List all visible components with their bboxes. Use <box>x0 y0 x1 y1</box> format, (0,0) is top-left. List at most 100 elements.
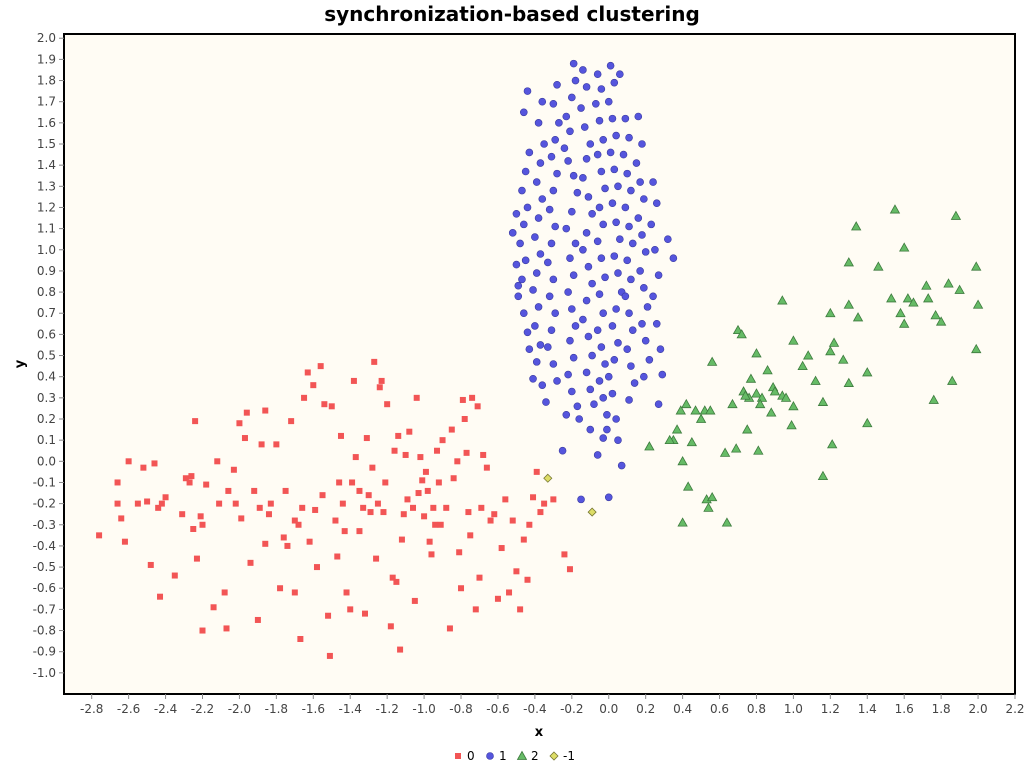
legend-item: -1 <box>549 749 575 763</box>
data-point <box>582 368 591 377</box>
data-point <box>533 468 540 475</box>
y-tick-label: -0.4 <box>33 539 56 553</box>
data-point <box>238 515 245 522</box>
data-point <box>151 460 158 467</box>
x-tick-label: 1.2 <box>821 702 840 716</box>
data-point <box>428 551 435 558</box>
data-point <box>214 458 221 465</box>
y-tick-label: 1.3 <box>37 179 56 193</box>
data-point <box>603 425 611 434</box>
x-tick-label: 0.2 <box>636 702 655 716</box>
data-point <box>902 293 914 303</box>
data-point <box>459 396 466 403</box>
data-point <box>810 375 821 385</box>
data-point <box>435 479 442 486</box>
legend-item: 0 <box>455 749 475 763</box>
data-point <box>640 195 648 203</box>
data-point <box>566 254 574 263</box>
x-tick-label: -2.2 <box>191 702 214 716</box>
x-tick-label: 1.0 <box>784 702 803 716</box>
data-point <box>529 286 537 294</box>
x-tick-label: -0.6 <box>486 702 509 716</box>
data-point <box>705 405 716 415</box>
data-point <box>487 517 494 524</box>
data-point <box>520 220 528 229</box>
legend-label: 2 <box>531 749 539 763</box>
data-point <box>603 410 611 419</box>
data-point <box>456 549 463 556</box>
data-point <box>610 78 619 87</box>
x-tick-label: -1.0 <box>412 702 435 716</box>
data-point <box>216 500 223 507</box>
data-point <box>562 224 571 233</box>
data-point <box>923 293 934 303</box>
data-point <box>360 504 367 511</box>
data-point <box>727 398 738 409</box>
legend-marker <box>486 752 494 760</box>
data-point <box>328 403 335 410</box>
data-point <box>599 394 608 402</box>
data-point <box>579 174 587 182</box>
data-point <box>873 261 884 271</box>
data-point <box>564 370 572 379</box>
data-point <box>534 214 543 222</box>
data-point <box>343 589 350 596</box>
x-tick-label: -2.0 <box>228 702 251 716</box>
data-point <box>295 521 302 528</box>
data-point <box>545 292 554 301</box>
data-point <box>188 473 195 480</box>
data-point <box>601 273 609 282</box>
data-point <box>599 309 608 318</box>
data-point <box>467 532 474 539</box>
data-point <box>930 310 941 320</box>
data-point <box>494 595 501 602</box>
data-point <box>458 585 465 592</box>
x-tick-label: 0.6 <box>710 702 729 716</box>
data-point <box>373 555 380 562</box>
data-point <box>518 275 526 284</box>
data-point <box>690 405 701 415</box>
data-point <box>256 504 263 511</box>
data-point <box>582 296 591 305</box>
data-point <box>654 400 663 408</box>
data-point <box>265 511 272 518</box>
data-point <box>652 320 661 328</box>
data-point <box>604 372 613 381</box>
data-point <box>851 221 862 231</box>
legend: 0 1 2 -1 <box>455 749 575 763</box>
data-point <box>483 464 490 471</box>
data-point <box>547 239 556 248</box>
data-point <box>638 140 646 148</box>
data-point <box>640 372 648 381</box>
data-point <box>656 345 665 353</box>
data-point <box>536 159 545 167</box>
y-tick-label: -0.9 <box>33 645 56 659</box>
data-point <box>677 517 688 527</box>
data-point <box>410 504 417 511</box>
data-point <box>568 93 576 102</box>
data-point <box>599 135 608 144</box>
data-point <box>788 400 799 411</box>
y-tick-label: -0.1 <box>33 475 56 489</box>
data-point <box>465 509 472 516</box>
data-point <box>378 377 385 384</box>
data-point <box>448 426 455 433</box>
data-point <box>597 254 606 263</box>
data-point <box>777 295 788 305</box>
y-tick-label: -0.3 <box>33 518 56 532</box>
legend-item: 1 <box>486 749 507 763</box>
x-tick-label: -1.2 <box>375 702 398 716</box>
data-point <box>443 504 450 511</box>
data-point <box>612 415 620 423</box>
data-point <box>171 572 178 579</box>
data-point <box>332 517 339 524</box>
data-point <box>681 398 692 409</box>
data-point <box>742 424 753 434</box>
x-tick-label: -1.6 <box>302 702 325 716</box>
data-point <box>745 373 757 383</box>
data-point <box>319 492 326 499</box>
x-tick-label: -2.8 <box>80 702 103 716</box>
data-point <box>627 186 635 195</box>
data-point <box>547 152 556 161</box>
y-tick-label: 0.4 <box>37 370 56 384</box>
